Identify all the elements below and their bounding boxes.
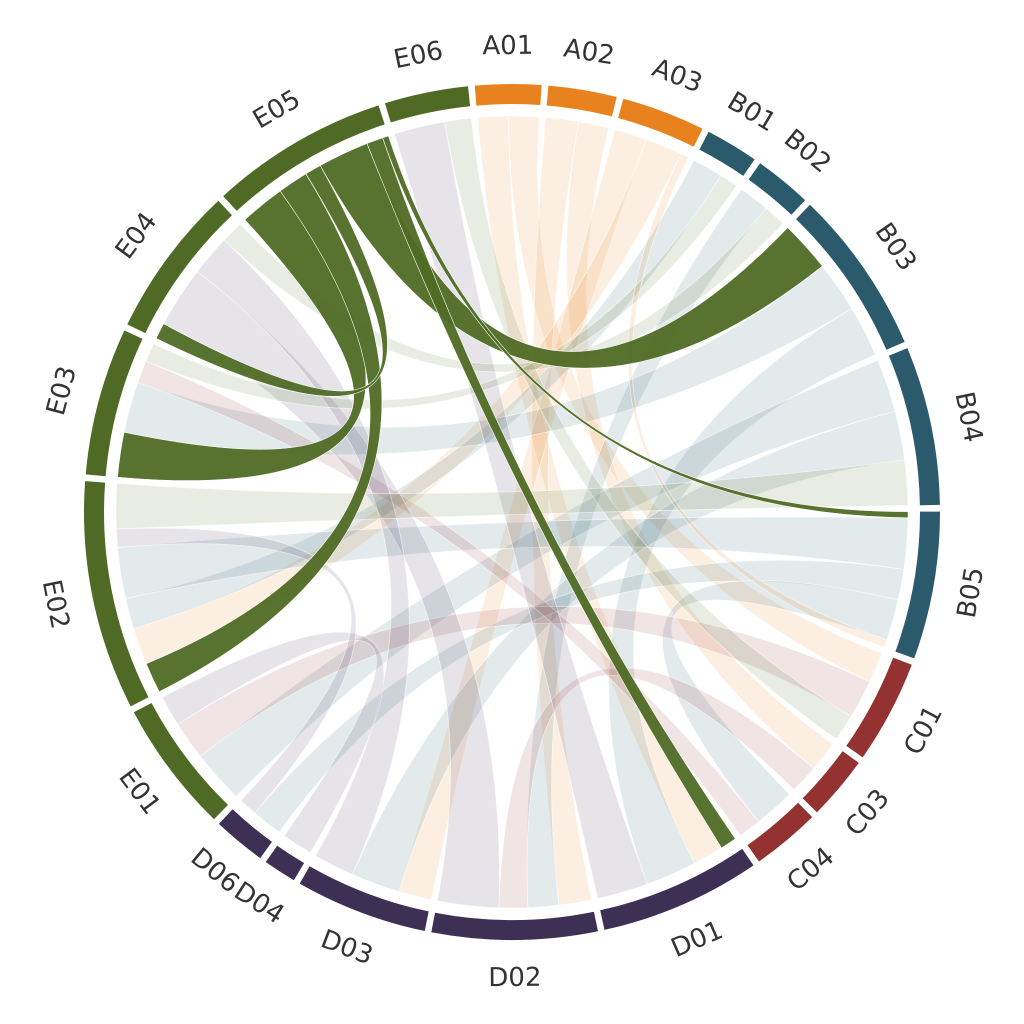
segment-label-a01: A01 bbox=[482, 31, 533, 61]
segment-label-d03: D03 bbox=[317, 924, 377, 971]
segment-arc-a02 bbox=[546, 85, 617, 117]
segment-arc-d02 bbox=[431, 911, 598, 941]
segment-arc-b04 bbox=[888, 348, 940, 506]
chord-link-e06-c01 bbox=[444, 117, 852, 740]
segment-label-e02: E02 bbox=[36, 577, 75, 631]
segment-label-e03: E03 bbox=[41, 363, 83, 419]
highlighted-chord-links bbox=[117, 135, 909, 849]
segment-arc-e01 bbox=[133, 703, 228, 820]
chord-link-e05-d01 bbox=[366, 137, 736, 849]
chord-link-b01-e02 bbox=[125, 159, 722, 630]
segment-arc-b03 bbox=[796, 204, 905, 350]
segment-label-e01: E01 bbox=[112, 763, 166, 821]
segment-arc-e03 bbox=[85, 330, 143, 477]
segment-arc-d03 bbox=[299, 866, 429, 931]
segment-label-e05: E05 bbox=[248, 84, 306, 135]
segment-label-e04: E04 bbox=[110, 207, 163, 265]
segment-arc-d01 bbox=[600, 848, 754, 930]
segment-label-b02: B02 bbox=[778, 124, 836, 179]
chord-link-b05-d06 bbox=[254, 559, 905, 833]
chord-link-a02-d02 bbox=[531, 116, 592, 906]
chord-link-a03-b05 bbox=[627, 153, 888, 649]
segment-label-c01: C01 bbox=[898, 701, 948, 760]
segment-label-b04: B04 bbox=[948, 389, 988, 445]
segment-arc-c04 bbox=[747, 802, 813, 862]
segment-label-c03: C03 bbox=[840, 784, 896, 843]
chord-link-e03-b01 bbox=[145, 175, 738, 410]
segment-label-b03: B03 bbox=[869, 218, 923, 277]
segment-arc-b01 bbox=[699, 131, 755, 176]
segment-label-b05: B05 bbox=[952, 565, 990, 620]
segment-arc-b05 bbox=[895, 511, 941, 659]
segment-arc-c03 bbox=[802, 751, 859, 813]
chord-link-e05-e04 bbox=[155, 165, 388, 397]
chord-link-e05-b05 bbox=[382, 135, 909, 519]
chord-link-a02-c03 bbox=[566, 121, 834, 770]
chord-link-a01-c01 bbox=[508, 115, 883, 683]
chord-link-d06-e02 bbox=[115, 527, 357, 814]
segment-arc-c01 bbox=[846, 657, 912, 758]
segment-label-d02: D02 bbox=[488, 963, 541, 993]
segment-arc-a01 bbox=[474, 83, 542, 106]
segment-arc-b02 bbox=[748, 163, 806, 215]
segment-label-a02: A02 bbox=[562, 33, 617, 71]
chord-link-e05-e02 bbox=[145, 173, 383, 693]
chord-links bbox=[115, 115, 909, 909]
chord-link-e02-b04 bbox=[115, 459, 909, 530]
segment-arc-e02 bbox=[83, 481, 149, 707]
chord-link-b03-d01 bbox=[608, 308, 876, 885]
segment-arc-d06 bbox=[218, 809, 272, 859]
segment-arc-e04 bbox=[127, 200, 232, 334]
segment-arc-a03 bbox=[618, 98, 703, 147]
segment-arcs bbox=[83, 83, 941, 941]
segment-label-c04: C04 bbox=[782, 842, 841, 898]
segment-label-a03: A03 bbox=[648, 53, 706, 99]
segment-label-b01: B01 bbox=[722, 86, 781, 138]
segment-label-d01: D01 bbox=[667, 915, 728, 964]
segment-arc-e05 bbox=[223, 105, 385, 211]
segment-arc-d04 bbox=[265, 845, 305, 881]
segment-arc-e06 bbox=[384, 86, 471, 123]
segment-label-e06: E06 bbox=[391, 36, 446, 75]
chord-link-d04-e01 bbox=[161, 631, 385, 854]
chord-link-b05-e02 bbox=[117, 516, 909, 600]
chord-link-b04-d03 bbox=[351, 410, 906, 893]
